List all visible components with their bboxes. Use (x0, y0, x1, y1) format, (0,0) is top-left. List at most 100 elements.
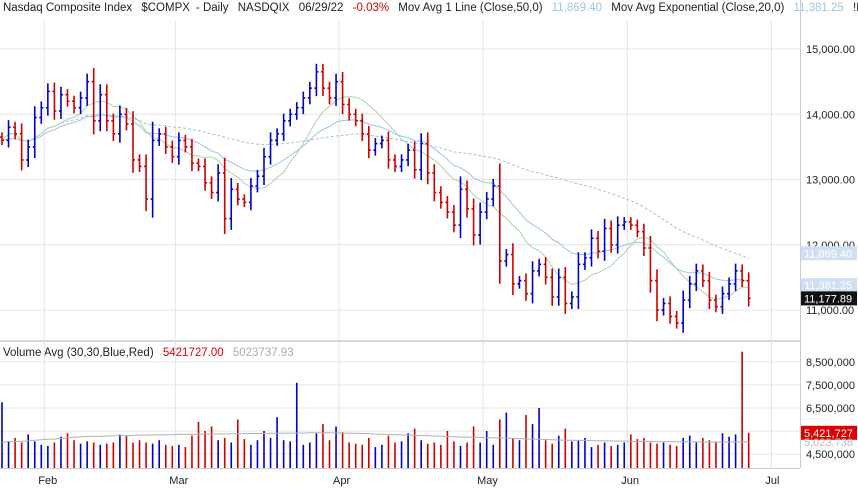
ohlc-bar (144, 154, 149, 212)
ohlc-bar (635, 219, 640, 238)
ohlc-bar (569, 291, 574, 310)
ohlc-bar (229, 178, 234, 230)
ohlc-bar (615, 216, 620, 254)
volume-tick-label: 7,500,000 (806, 380, 855, 392)
ohlc-bar (255, 169, 260, 193)
ohlc-bar (196, 158, 201, 172)
price-tag (801, 278, 857, 293)
ohlc-bar (301, 91, 306, 115)
ohlc-bar (52, 82, 57, 120)
exchange: NASDQIX (237, 2, 290, 14)
ohlc-bar (320, 63, 325, 97)
header-trailing: !K (853, 2, 858, 14)
ohlc-bar (65, 89, 70, 107)
ohlc-bar (713, 294, 718, 313)
month-tick-label: Feb (38, 475, 57, 487)
ohlc-bar (458, 176, 463, 239)
ohlc-bar (78, 91, 83, 115)
ohlc-bar (360, 113, 365, 142)
price-tag-label: 11,177.89 (804, 293, 852, 305)
ohlc-bar (609, 220, 614, 253)
ohlc-bar (596, 231, 601, 259)
ohlc-bar (517, 275, 522, 289)
ohlc-bar (622, 217, 627, 230)
ohlc-bar (412, 141, 417, 179)
ohlc-bar (366, 125, 371, 159)
volume-header: Volume Avg (30,30,Blue,Red) 5421727.00 5… (3, 347, 300, 359)
change-percent: -0.03% (352, 2, 390, 14)
volume-tick-label: 8,500,000 (806, 357, 855, 369)
price-tick-label: 11,000.00 (806, 305, 854, 317)
ohlc-bar (628, 217, 633, 230)
ohlc-bar (189, 138, 194, 172)
price-tick-label: 14,000.00 (806, 109, 855, 121)
month-tick-label: Jun (621, 475, 639, 487)
ma2-value: 11,381.25 (793, 2, 844, 14)
ohlc-bar (19, 123, 24, 171)
pane-separator (0, 340, 800, 342)
period: Daily (202, 2, 229, 14)
ohlc-bar (307, 81, 312, 105)
ohlc-bar (203, 158, 208, 191)
ohlc-bar (432, 164, 437, 202)
ohlc-bar (484, 191, 489, 220)
ohlc-bar (668, 296, 673, 324)
ohlc-bar (334, 73, 339, 106)
ohlc-bar (687, 275, 692, 309)
ohlc-bar (471, 198, 476, 246)
ohlc-bar (268, 132, 273, 165)
ohlc-bar (733, 263, 738, 292)
ohlc-bar (209, 176, 214, 199)
ohlc-bar (281, 113, 286, 142)
price-tag (801, 246, 857, 261)
ohlc-bar (32, 106, 37, 159)
price-tag-label: 11,869.40 (804, 248, 852, 260)
volume-tick-label: 6,500,000 (806, 403, 855, 415)
ohlc-bar (150, 121, 155, 218)
ohlc-bar (157, 128, 162, 146)
ohlc-bar (124, 107, 129, 131)
ohlc-bar (694, 263, 699, 292)
ohlc-bar (661, 297, 666, 316)
date: 06/29/22 (298, 2, 344, 14)
ohlc-bar (451, 204, 456, 233)
ohlc-bar (327, 81, 332, 105)
symbol: $COMPX (141, 2, 190, 14)
ohlc-bar (655, 269, 659, 322)
price-tag (801, 291, 857, 306)
ohlc-bar (45, 83, 50, 116)
ohlc-bar (72, 95, 77, 114)
ohlc-bar (111, 113, 116, 142)
ohlc-bar (39, 101, 44, 124)
ohlc-bar (379, 135, 384, 149)
volume-tag-label: 5,421,727 (804, 428, 853, 440)
price-tag-label: 11,381.25 (804, 280, 852, 292)
ohlc-bar (740, 264, 745, 287)
ohlc-bar (340, 72, 345, 115)
month-tick-label: May (477, 475, 498, 487)
ohlc-bar (556, 268, 561, 306)
ohlc-bar (6, 120, 11, 148)
ma1-label: Mov Avg 1 Line (Close,50,0) (398, 2, 543, 14)
index-title: Nasdaq Composite Index (3, 2, 133, 14)
ohlc-bar (98, 84, 103, 132)
ohlc-bar (648, 235, 653, 293)
ma2-label: Mov Avg Exponential (Close,20,0) (611, 2, 785, 14)
volume-tick-label: 4,500,000 (806, 449, 855, 461)
ohlc-bar (353, 108, 358, 127)
chart-header: Nasdaq Composite Index $COMPX - Daily NAS… (3, 2, 858, 14)
ohlc-bar (438, 186, 443, 209)
ohlc-bar (674, 310, 679, 329)
ohlc-bar (524, 273, 528, 301)
volume-avg-line (1, 432, 749, 443)
volume-avg-tag-label: 5,023,738 (804, 437, 853, 449)
ohlc-bar (0, 132, 4, 146)
ohlc-bar (425, 132, 430, 185)
ohlc-bar (235, 182, 240, 206)
ohlc-bar (543, 257, 548, 285)
ohlc-bar (530, 261, 535, 304)
ohlc-bar (275, 128, 280, 146)
ohlc-bar (602, 218, 607, 261)
price-tick-label: 13,000.00 (806, 175, 855, 187)
